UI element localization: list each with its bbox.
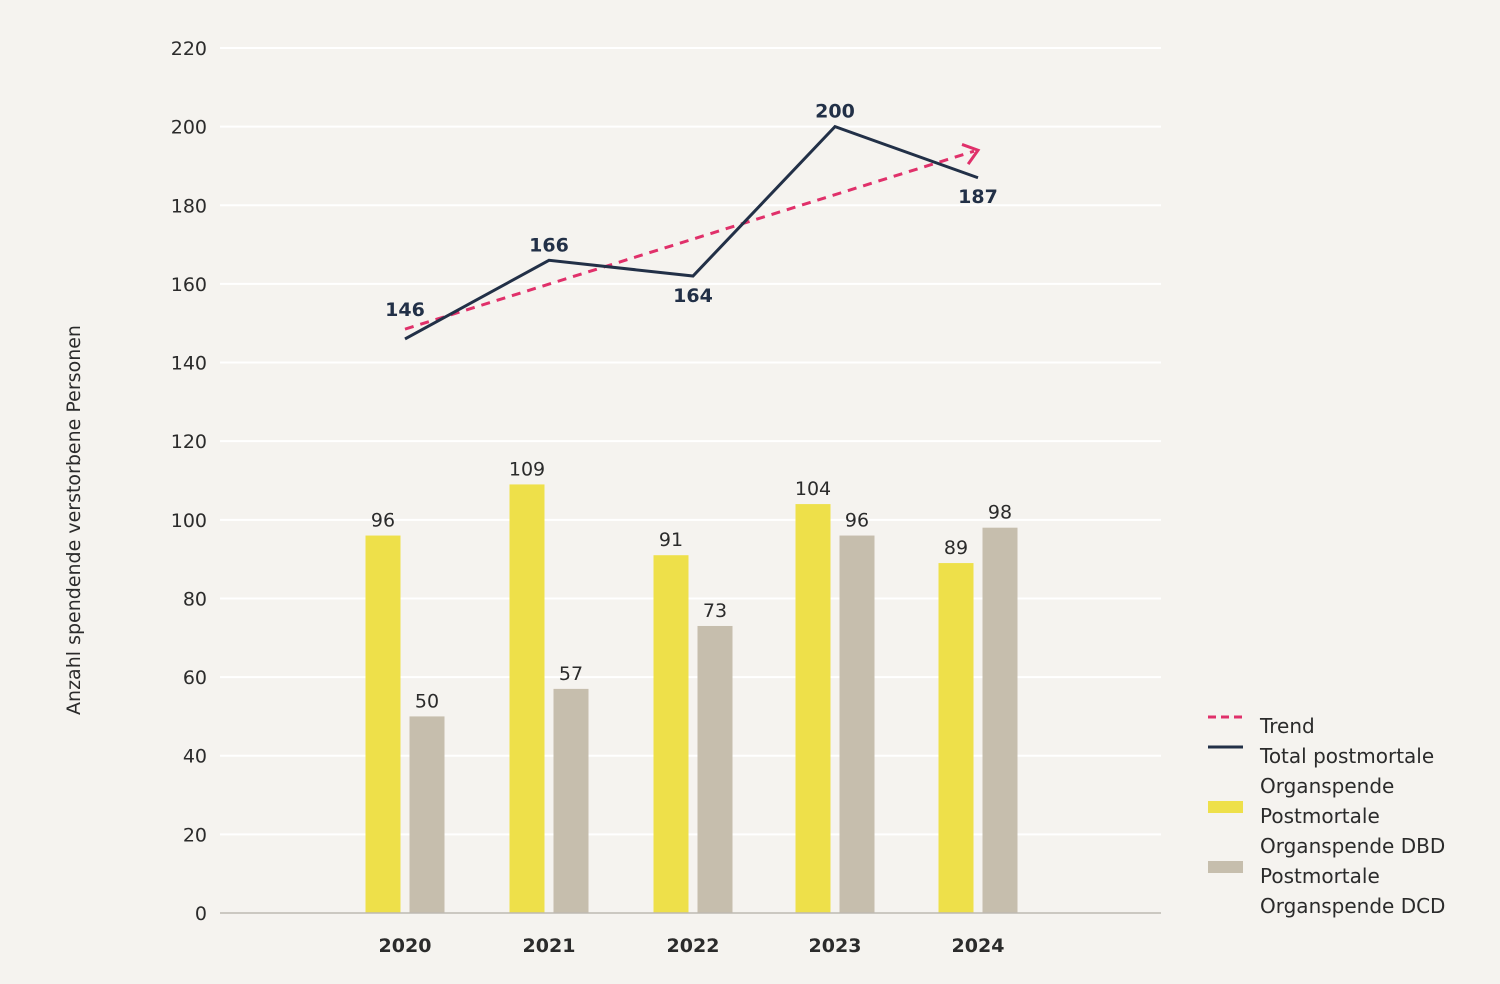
- y-tick-label: 0: [195, 903, 207, 925]
- y-tick-label: 140: [171, 353, 207, 375]
- total-line: [404, 124, 979, 341]
- bars: [365, 484, 1018, 913]
- bar-dcd: [409, 716, 445, 913]
- y-tick-label: 160: [171, 274, 207, 296]
- bar-value-label: 96: [845, 510, 869, 532]
- y-tick-label: 180: [171, 195, 207, 217]
- x-tick-label: 2021: [523, 935, 576, 957]
- line-value-label: 164: [673, 285, 713, 307]
- bar-dbd: [795, 504, 831, 913]
- y-tick-label: 40: [183, 746, 207, 768]
- bar-value-label: 89: [944, 537, 968, 559]
- legend-label: Postmortale: [1260, 864, 1380, 888]
- bar-dcd: [982, 527, 1018, 913]
- line-labels: 146 166 164 200 187: [385, 101, 998, 321]
- legend-label: Organspende DBD: [1260, 834, 1445, 858]
- y-tick-label: 20: [183, 824, 207, 846]
- bar-dbd: [653, 555, 689, 913]
- bar-value-label: 73: [703, 600, 727, 622]
- bar-dbd: [938, 563, 974, 913]
- y-axis-label: Anzahl spendende verstorbene Personen: [63, 325, 85, 715]
- trend-line: [404, 143, 981, 331]
- x-axis-ticks: 2020 2021 2022 2023 2024: [379, 935, 1005, 957]
- y-tick-label: 220: [171, 38, 207, 60]
- legend-label: Total postmortale: [1259, 744, 1434, 768]
- bar-value-label: 98: [988, 502, 1012, 524]
- bar-dcd: [839, 535, 875, 913]
- bar-value-label: 109: [509, 458, 545, 480]
- legend-dcd-symbol: [1208, 861, 1243, 873]
- trend-arrowhead: [961, 143, 981, 165]
- y-tick-label: 120: [171, 431, 207, 453]
- grid-lines: [220, 47, 1161, 836]
- legend-label: Trend: [1259, 714, 1315, 738]
- legend-label: Organspende DCD: [1260, 894, 1445, 918]
- y-tick-label: 100: [171, 510, 207, 532]
- bar-dcd: [553, 688, 589, 913]
- legend: Trend Total postmortale Organspende Postmor…: [1208, 714, 1445, 918]
- bar-value-label: 96: [371, 510, 395, 532]
- bar-value-label: 104: [795, 478, 831, 500]
- x-tick-label: 2022: [667, 935, 720, 957]
- bar-labels: 96 109 91 104 89 50 57 73 96 98: [371, 458, 1012, 712]
- y-axis-ticks: 0 20 40 60 80 100 120 140 160 180 200 220: [171, 38, 207, 925]
- bar-dbd: [365, 535, 401, 913]
- line-value-label: 200: [815, 101, 855, 123]
- bar-dbd: [509, 484, 545, 913]
- y-tick-label: 200: [171, 117, 207, 139]
- trend-dashed-line: [404, 149, 975, 331]
- line-value-label: 146: [385, 299, 425, 321]
- y-tick-label: 60: [183, 667, 207, 689]
- total-polyline: [404, 124, 979, 341]
- bar-value-label: 57: [559, 663, 583, 685]
- x-tick-label: 2024: [952, 935, 1005, 957]
- line-value-label: 187: [958, 186, 998, 208]
- legend-label: Postmortale: [1260, 804, 1380, 828]
- x-tick-label: 2023: [809, 935, 862, 957]
- bar-dcd: [697, 625, 733, 913]
- legend-dbd-symbol: [1208, 801, 1243, 813]
- x-tick-label: 2020: [379, 935, 432, 957]
- line-value-label: 166: [529, 234, 569, 256]
- bar-value-label: 50: [415, 690, 439, 712]
- legend-label: Organspende: [1260, 774, 1394, 798]
- bar-value-label: 91: [659, 529, 683, 551]
- y-tick-label: 80: [183, 588, 207, 610]
